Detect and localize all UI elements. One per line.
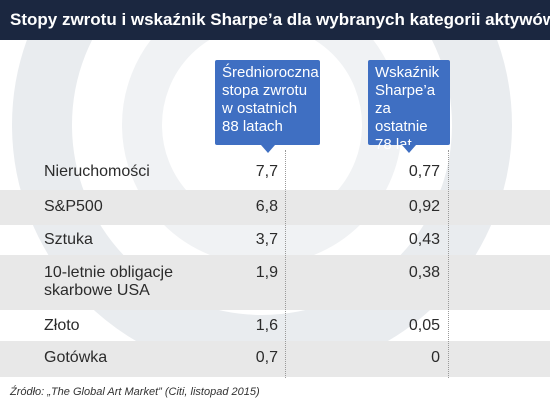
column-divider — [285, 150, 286, 378]
table-row: Nieruchomości 7,7 0,77 — [0, 154, 550, 190]
sharpe-value: 0 — [431, 349, 440, 366]
sharpe-value: 0,77 — [408, 163, 440, 180]
table-row: Złoto 1,6 0,05 — [0, 310, 550, 341]
sharpe-value: 0,92 — [408, 198, 440, 215]
sharpe-value: 0,43 — [408, 231, 440, 248]
return-value: 6,8 — [255, 198, 278, 215]
return-value: 1,6 — [255, 317, 278, 334]
asset-name: Sztuka — [44, 231, 93, 248]
table-row: Gotówka 0,7 0 — [0, 341, 550, 377]
sharpe-value: 0,38 — [408, 264, 440, 281]
column-header-return-line: 88 latach — [222, 118, 283, 135]
asset-name: Gotówka — [44, 349, 108, 366]
column-header-return-line: w ostatnich — [222, 100, 298, 117]
column-header-sharpe-line: za ostatnie — [375, 100, 428, 135]
asset-name: Złoto — [44, 317, 80, 334]
column-divider — [448, 150, 449, 378]
return-value: 3,7 — [255, 231, 278, 248]
return-value: 7,7 — [255, 163, 278, 180]
column-header-sharpe-line: Wskaźnik — [375, 64, 440, 81]
header-pointer — [402, 145, 416, 153]
sharpe-value: 0,05 — [408, 317, 440, 334]
asset-name: S&P500 — [44, 198, 103, 215]
asset-name: 10-letnie obligacje skarbowe USA — [44, 264, 173, 300]
column-header-return: Średnioroczna stopa zwrotu w ostatnich 8… — [215, 60, 320, 153]
column-header-sharpe-line: Sharpe’a — [375, 82, 436, 99]
return-value: 1,9 — [255, 264, 278, 281]
page-title: Stopy zwrotu i wskaźnik Sharpe’a dla wyb… — [0, 0, 550, 40]
source-note: Źródło: „The Global Art Market” (Citi, l… — [10, 386, 260, 398]
asset-name: Nieruchomości — [44, 163, 150, 180]
asset-name-line: 10-letnie obligacje — [44, 264, 173, 281]
table-row: 10-letnie obligacje skarbowe USA 1,9 0,3… — [0, 255, 550, 310]
column-header-return-line: Średnioroczna — [222, 64, 319, 81]
table-row: S&P500 6,8 0,92 — [0, 190, 550, 225]
table-row: Sztuka 3,7 0,43 — [0, 225, 550, 255]
column-header-return-line: stopa zwrotu — [222, 82, 308, 99]
header-pointer — [260, 145, 275, 153]
return-value: 0,7 — [255, 349, 278, 366]
asset-name-line: skarbowe USA — [44, 282, 150, 299]
column-header-sharpe: Wskaźnik Sharpe’a za ostatnie 78 lat — [368, 60, 450, 153]
